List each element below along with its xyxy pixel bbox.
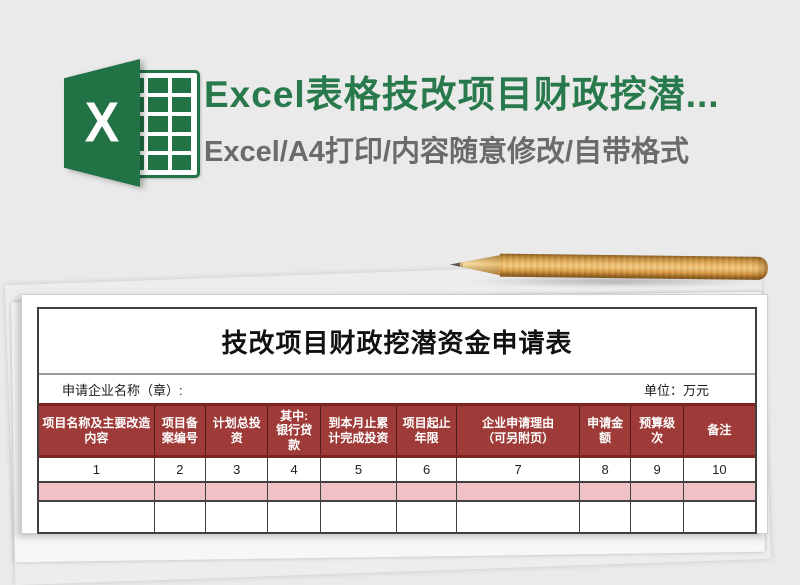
column-header: 预算级 次	[630, 406, 682, 455]
table-cell[interactable]	[39, 483, 154, 500]
column-header: 项目名称及主要改造 内容	[42, 415, 151, 445]
pencil-shadow	[466, 277, 766, 286]
pencil-tip	[450, 254, 500, 276]
column-header: 计划总投 资	[205, 406, 267, 455]
table-cell[interactable]	[630, 483, 682, 500]
column-number: 4	[267, 458, 319, 481]
table-cell[interactable]	[39, 502, 154, 532]
column-header: 其中: 银行贷 款	[267, 406, 319, 455]
application-form-table: 技改项目财政挖潜资金申请表 申请企业名称（章）: 单位：万元 项目名称及主要改造…	[37, 307, 757, 534]
table-cell[interactable]	[682, 483, 755, 500]
column-number: 2	[153, 458, 205, 481]
excel-logo-flag: X	[64, 59, 140, 187]
table-cell[interactable]	[578, 483, 630, 500]
column-header: 申请金 额	[578, 406, 630, 455]
column-number: 5	[319, 458, 396, 481]
table-cell[interactable]	[153, 483, 205, 500]
unit-label: 单位：万元	[643, 382, 709, 398]
column-header: 企业申请理由 （可另附页）	[456, 406, 579, 455]
table-cell[interactable]	[396, 483, 456, 500]
table-cell[interactable]	[319, 483, 396, 500]
table-cell[interactable]	[682, 502, 755, 532]
column-header: 到本月止累 计完成投资	[319, 406, 396, 455]
excel-logo: X	[64, 55, 200, 191]
table-cell[interactable]	[267, 502, 319, 532]
column-number-row: 1 2 3 4 5 6 7 8 9 10	[39, 458, 755, 481]
banner-title: Excel表格技改项目财政挖潜...	[204, 74, 720, 115]
form-paper: 技改项目财政挖潜资金申请表 申请企业名称（章）: 单位：万元 项目名称及主要改造…	[21, 294, 768, 534]
table-cell[interactable]	[630, 502, 682, 532]
banner-subtitle: Excel/A4打印/内容随意修改/自带格式	[204, 136, 690, 168]
table-cell[interactable]	[578, 502, 630, 532]
table-row	[39, 500, 755, 532]
column-number: 9	[630, 458, 682, 481]
company-name-label: 申请企业名称（章）:	[62, 382, 183, 398]
column-number: 1	[92, 462, 100, 477]
table-cell[interactable]	[153, 502, 205, 532]
column-header: 备注	[682, 406, 755, 455]
table-cell[interactable]	[319, 502, 396, 532]
column-number: 6	[396, 458, 456, 481]
form-title: 技改项目财政挖潜资金申请表	[221, 327, 573, 358]
column-number: 3	[205, 458, 267, 481]
table-cell[interactable]	[396, 502, 456, 532]
column-header: 项目起止 年限	[396, 406, 456, 455]
table-cell[interactable]	[267, 483, 319, 500]
table-cell[interactable]	[205, 502, 267, 532]
pencil-body	[499, 253, 769, 280]
excel-logo-letter: X	[84, 91, 120, 155]
form-info-row: 申请企业名称（章）: 单位：万元	[39, 373, 755, 403]
column-number: 7	[456, 458, 579, 481]
column-header: 项目备 案编号	[153, 406, 205, 455]
column-number: 10	[682, 458, 755, 481]
table-cell[interactable]	[456, 502, 579, 532]
table-cell[interactable]	[205, 483, 267, 500]
table-cell[interactable]	[456, 483, 579, 500]
column-number: 8	[578, 458, 630, 481]
table-header-row: 项目名称及主要改造 内容 项目备 案编号 计划总投 资其中: 银行贷 款到本月止累 …	[39, 403, 755, 458]
pencil-graphic	[450, 252, 772, 290]
table-row	[39, 481, 755, 500]
